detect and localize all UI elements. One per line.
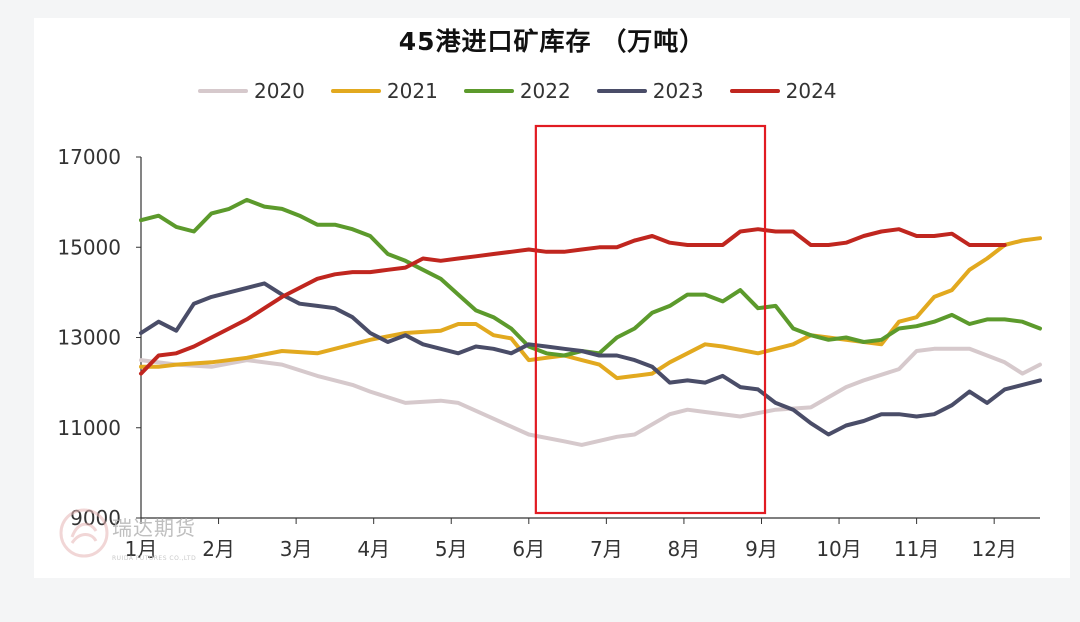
x-tick-label: 4月 <box>357 537 390 561</box>
series-line-2020 <box>139 346 1042 447</box>
x-tick-label: 3月 <box>280 537 313 561</box>
legend-swatch-2020 <box>198 89 248 93</box>
chart-overlay <box>534 124 767 515</box>
legend-item-2021: 2021 <box>330 79 438 103</box>
legend-swatch-2023 <box>596 89 647 93</box>
x-tick-label: 12月 <box>971 537 1016 561</box>
legend-label-2023: 2023 <box>652 79 704 103</box>
legend-swatch-2024 <box>729 89 780 93</box>
y-tick-label: 13000 <box>57 326 121 350</box>
watermark-text: 瑞达期货 <box>112 516 196 540</box>
chart-title: 45港进口矿库存 （万吨） <box>398 27 706 56</box>
x-tick-label: 7月 <box>590 537 623 561</box>
series-line-2022 <box>139 197 1042 358</box>
chart-series <box>139 197 1042 447</box>
x-tick-label: 1月 <box>125 537 158 561</box>
x-tick-label: 6月 <box>512 537 545 561</box>
series-line-2023 <box>139 281 1042 437</box>
x-tick-label: 5月 <box>435 537 468 561</box>
y-tick-label: 11000 <box>57 416 121 440</box>
ruida-logo-icon <box>58 507 110 563</box>
y-tick-label: 15000 <box>57 235 121 259</box>
y-tick-label: 17000 <box>57 145 121 169</box>
legend-swatch-2021 <box>330 89 381 93</box>
series-line-2024 <box>139 227 1007 376</box>
x-tick-label: 11月 <box>894 537 939 561</box>
watermark-subtitle: RUIDA FUTURES CO.,LTD <box>112 555 197 562</box>
legend-label-2022: 2022 <box>519 79 571 103</box>
x-tick-label: 2月 <box>202 537 235 561</box>
legend-label-2024: 2024 <box>785 79 837 103</box>
legend-label-2021: 2021 <box>386 79 438 103</box>
chart-legend: 2020 2021 2022 2023 2024 <box>198 79 837 103</box>
series-line-2021 <box>139 236 1042 381</box>
x-tick-label: 8月 <box>668 537 701 561</box>
legend-item-2023: 2023 <box>596 79 704 103</box>
legend-item-2024: 2024 <box>729 79 837 103</box>
x-tick-label: 9月 <box>745 537 778 561</box>
legend-item-2020: 2020 <box>198 79 305 103</box>
highlight-box <box>534 124 767 515</box>
x-tick-label: 10月 <box>816 537 861 561</box>
legend-item-2022: 2022 <box>463 79 571 103</box>
legend-label-2020: 2020 <box>254 79 305 103</box>
legend-swatch-2022 <box>463 89 514 93</box>
